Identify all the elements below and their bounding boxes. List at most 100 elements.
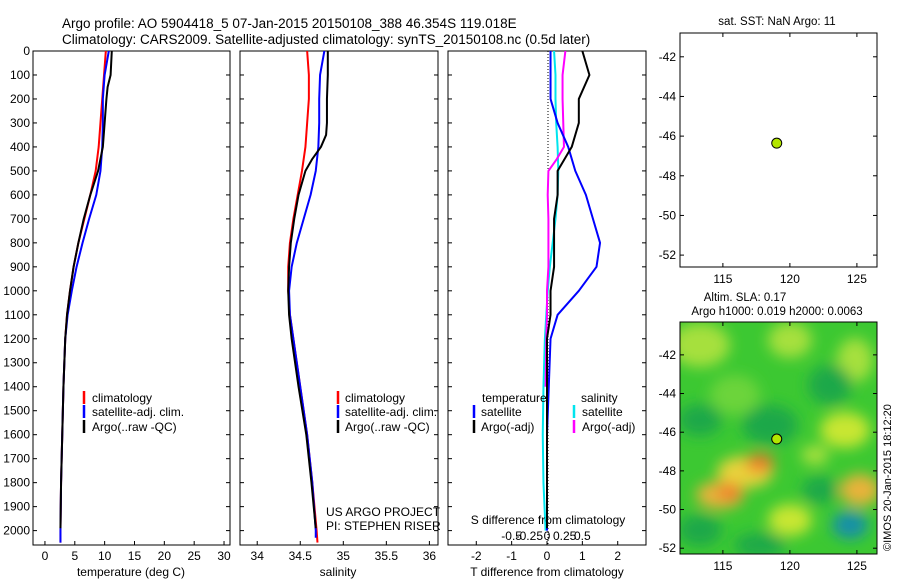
x-tick-label: 115 <box>713 272 732 286</box>
sla-map-title-line2: Argo h1000: 0.019 h2000: 0.0063 <box>691 306 862 318</box>
sst-map-marks <box>771 137 783 149</box>
sla-blob <box>746 454 774 472</box>
sla-heatmap <box>680 322 877 554</box>
y-tick-label: -44 <box>659 387 677 401</box>
s-tick-label: 0 <box>544 529 551 543</box>
sla-map-title-line1: Altim. SLA: 0.17 <box>704 292 786 304</box>
argo-line <box>59 51 113 529</box>
x-tick-label: 1 <box>579 549 586 563</box>
y-tick-label: 1800 <box>3 476 30 490</box>
y-tick-label: -48 <box>659 169 677 183</box>
legend-label-argo: Argo(..raw -QC) <box>345 420 430 434</box>
sla-blob <box>680 514 722 546</box>
x-tick-label: 120 <box>780 272 800 286</box>
y-tick-label: 1200 <box>3 332 30 346</box>
legend-label-s-satellite: satellite <box>582 405 623 419</box>
sla-map-axes: 115 120 125 -42 -44 -46 -48 -50 -52 <box>659 322 877 573</box>
y-tick-label: 700 <box>10 212 30 226</box>
sla-blob <box>808 365 852 405</box>
legend-label-satellite: satellite-adj. clim. <box>92 405 184 419</box>
y-tick-label: 1900 <box>3 500 30 514</box>
legend-label-satellite: satellite-adj. clim. <box>345 405 437 419</box>
sla-map-frame <box>679 321 878 555</box>
legend-heading-temperature: temperature <box>482 391 547 405</box>
x-tick-label: 0 <box>42 549 49 563</box>
y-tick-label: -48 <box>659 464 677 478</box>
x-tick-label: -2 <box>471 549 482 563</box>
y-tick-label: -44 <box>659 89 677 103</box>
x-tick-label: 2 <box>614 549 621 563</box>
legend-label-climatology: climatology <box>345 391 405 405</box>
y-tick-label: 1600 <box>3 428 30 442</box>
y-tick-label: 800 <box>10 236 30 250</box>
sla-blob <box>768 322 812 358</box>
sla-blob <box>734 533 786 554</box>
sla-blob <box>680 404 722 436</box>
y-tick-label: -52 <box>659 248 677 262</box>
salinity-frame <box>239 50 439 546</box>
legend-heading-salinity: salinity <box>581 391 618 405</box>
legend-label-climatology: climatology <box>92 391 152 405</box>
y-tick-label: 1000 <box>3 284 30 298</box>
salinity-lines <box>287 51 329 543</box>
x-tick-label: 0 <box>544 549 551 563</box>
sla-blob <box>802 476 838 504</box>
project-annotation-line2: PI: STEPHEN RISER <box>326 519 441 533</box>
t-satellite-line <box>546 51 602 531</box>
difference-legend-salinity: salinity satellite Argo(-adj) <box>572 391 635 434</box>
y-tick-label: -50 <box>659 208 677 222</box>
y-tick-label: 500 <box>10 164 30 178</box>
x-tick-label: 125 <box>847 559 867 573</box>
t-argo-line <box>546 51 591 529</box>
figure-title-line1: Argo profile: AO 5904418_5 07-Jan-2015 2… <box>62 16 517 31</box>
y-tick-label: 300 <box>10 116 30 130</box>
sla-blob <box>837 338 873 382</box>
s-tick-label: -0.25 <box>516 529 544 543</box>
sla-blob <box>742 405 798 445</box>
x-tick-label: 10 <box>98 549 112 563</box>
sla-blob <box>710 375 760 415</box>
legend-label-t-argo: Argo(-adj) <box>481 420 534 434</box>
y-tick-label: -42 <box>659 348 677 362</box>
y-tick-label: 1100 <box>4 308 30 322</box>
argo-position-point <box>771 433 783 445</box>
salinity-xlabel: salinity <box>320 565 357 579</box>
sla-anomaly-blobs <box>680 322 877 554</box>
y-tick-label: 2000 <box>3 524 30 538</box>
legend-label-argo: Argo(..raw -QC) <box>92 420 177 434</box>
x-tick-label: 25 <box>188 549 202 563</box>
temperature-lines <box>59 51 113 543</box>
sla-map-panel: Altim. SLA: 0.17 Argo h1000: 0.019 h2000… <box>659 292 878 573</box>
y-tick-label: -42 <box>659 50 677 64</box>
temperature-frame <box>32 50 231 546</box>
salinity-legend: climatology satellite-adj. clim. Argo(..… <box>336 391 437 434</box>
temperature-axes: 0 5 10 15 20 25 300100200300400500600700800900… <box>3 44 231 563</box>
y-tick-label: 1300 <box>3 356 30 370</box>
x-tick-label: 34.5 <box>289 549 313 563</box>
sst-map-panel: sat. SST: NaN Argo: 11 115 120 125 -42 -44 -4… <box>659 16 878 286</box>
x-tick-label: 35 <box>337 549 351 563</box>
difference-xlabel: T difference from climatology <box>470 565 624 579</box>
s-tick-label: -0.5 <box>501 529 522 543</box>
salinity-panel: 34 34.5 35 35.5 36 salinity climatology sate… <box>239 50 441 579</box>
difference-axes: -2 -1 0 1 2 -0.5-0.25 0 0.250.5 <box>448 50 646 563</box>
y-tick-label: 900 <box>10 260 30 274</box>
x-tick-label: 20 <box>158 549 172 563</box>
sla-blob <box>832 511 868 539</box>
sst-map-title: sat. SST: NaN Argo: 11 <box>718 16 835 28</box>
x-tick-label: 36 <box>423 549 437 563</box>
y-tick-label: -50 <box>659 503 677 517</box>
x-tick-label: 34 <box>251 549 265 563</box>
salinity-axes: 34 34.5 35 35.5 36 <box>240 50 438 563</box>
y-tick-label: -46 <box>659 129 677 143</box>
difference-legend-temperature: temperature satellite Argo(-adj) <box>472 391 547 434</box>
sla-blob <box>801 445 829 465</box>
x-tick-label: 125 <box>847 272 867 286</box>
s-argo-line <box>544 51 567 387</box>
x-tick-label: 15 <box>128 549 142 563</box>
project-annotation-line1: US ARGO PROJECT <box>326 505 441 519</box>
y-tick-label: 0 <box>23 44 30 58</box>
y-tick-label: 400 <box>10 140 30 154</box>
difference-lines <box>541 51 602 531</box>
difference-xlabel-top: S difference from climatology <box>471 513 626 527</box>
